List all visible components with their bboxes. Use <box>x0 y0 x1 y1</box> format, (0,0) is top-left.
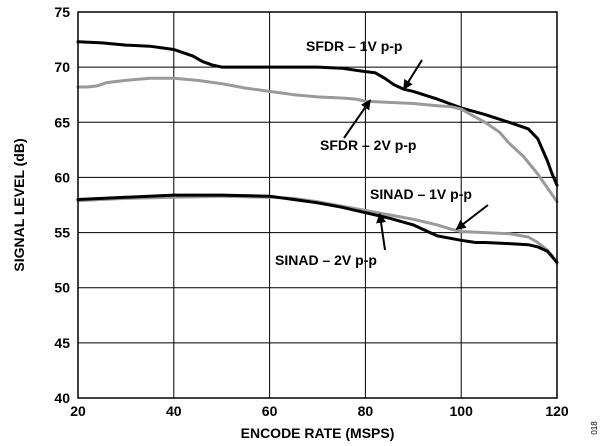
annotation-label: SINAD – 2V p-p <box>275 252 377 268</box>
x-tick-label: 100 <box>450 403 474 419</box>
annotation-arrow <box>343 99 372 139</box>
annotation-label: SFDR – 2V p-p <box>320 137 416 153</box>
x-tick-label: 80 <box>358 403 374 419</box>
x-tick-label: 120 <box>545 403 569 419</box>
y-tick-label: 45 <box>54 335 70 351</box>
x-tick-label: 40 <box>166 403 182 419</box>
y-axis-title: SIGNAL LEVEL (dB) <box>11 138 27 271</box>
y-tick-label: 70 <box>54 59 70 75</box>
x-tick-label: 20 <box>70 403 86 419</box>
y-tick-label: 50 <box>54 280 70 296</box>
plot-frame <box>77 11 558 399</box>
grid <box>78 12 557 398</box>
y-tick-label: 75 <box>54 4 70 20</box>
annotation-arrow <box>376 212 387 251</box>
y-tick-label: 40 <box>54 390 70 406</box>
series-line-1 <box>76 40 559 187</box>
annotations: SFDR – 1V p-p SFDR – 2V p-p SINAD – 1V p-p… <box>275 38 489 268</box>
y-tick-label: 60 <box>54 169 70 185</box>
y-tick-label: 55 <box>54 225 70 241</box>
series-line-2 <box>76 76 559 204</box>
annotation-label: SFDR – 1V p-p <box>306 38 402 54</box>
figure-id: 018 <box>590 421 599 435</box>
x-tick-label: 60 <box>262 403 278 419</box>
annotation-arrow <box>402 59 423 91</box>
annotation-label: SINAD – 1V p-p <box>370 186 472 202</box>
series-line-4 <box>76 193 559 264</box>
y-tick-label: 65 <box>54 114 70 130</box>
annotation-arrow <box>455 204 489 231</box>
x-axis-title: ENCODE RATE (MSPS) <box>241 425 395 441</box>
series-lines <box>76 40 559 265</box>
